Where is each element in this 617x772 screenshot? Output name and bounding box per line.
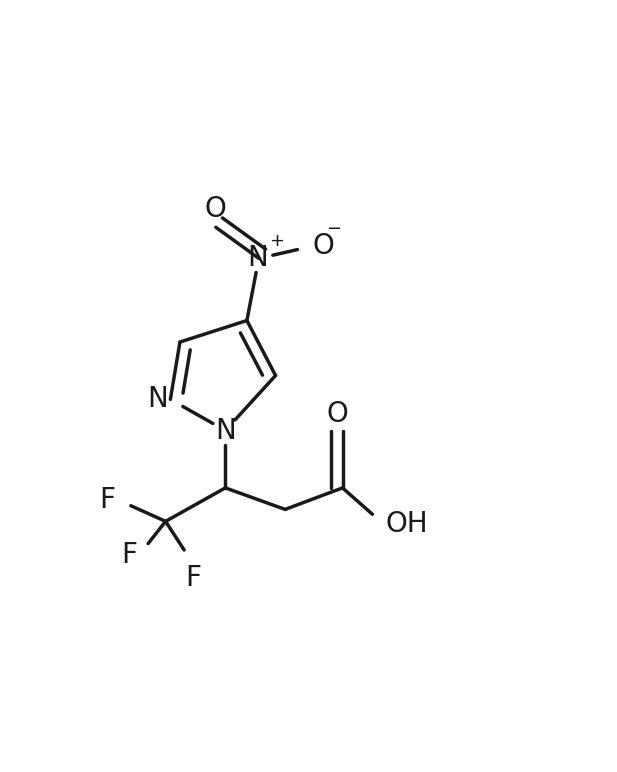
Text: −: − [326,220,341,239]
Text: N: N [147,385,168,414]
Text: O: O [205,195,226,223]
Text: O: O [327,400,349,428]
Text: +: + [269,232,284,250]
Text: F: F [185,564,201,592]
Text: N: N [247,245,268,273]
Text: F: F [99,486,115,514]
Text: F: F [121,541,137,569]
Text: N: N [215,417,236,445]
Text: OH: OH [386,510,428,538]
Text: O: O [313,232,334,260]
